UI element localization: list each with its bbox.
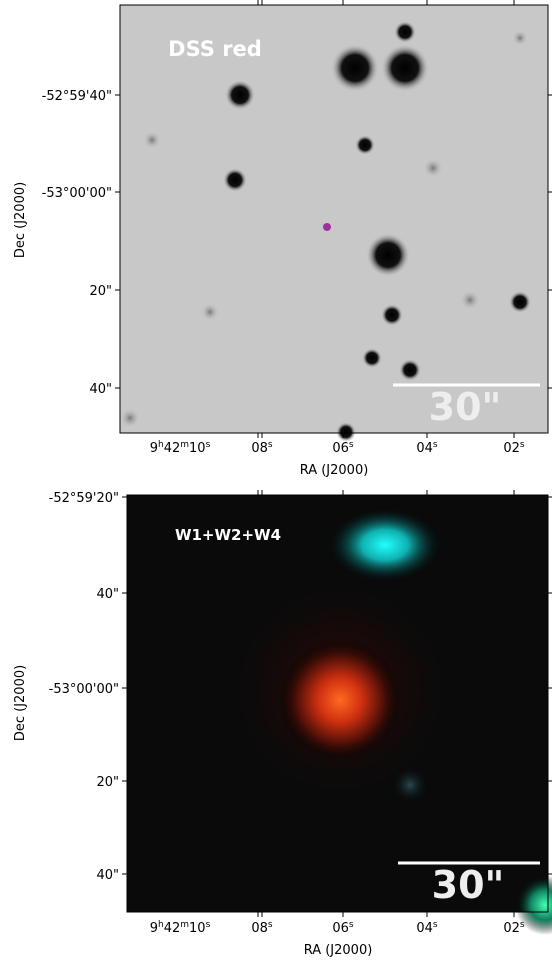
- y-axis-label: Dec (J2000): [13, 665, 28, 741]
- tick-part: s: [206, 440, 211, 450]
- tick-part: 06: [332, 921, 349, 936]
- tick-part: h: [158, 440, 164, 450]
- x-axis-label: RA (J2000): [304, 943, 373, 958]
- y-tick-label: -52°59'40": [42, 89, 112, 104]
- scale-label: 30": [429, 385, 502, 429]
- wise-image: [127, 495, 552, 935]
- tick-part: 02: [503, 921, 520, 936]
- y-tick-label: 20": [89, 284, 112, 299]
- x-tick-label: 04s: [416, 440, 438, 456]
- y-tick-label: 40": [96, 868, 119, 883]
- tick-part: s: [268, 440, 273, 450]
- tick-part: 10: [189, 921, 206, 936]
- y-tick-label: -53°00'00": [42, 186, 112, 201]
- tick-part: s: [433, 440, 438, 450]
- tick-part: s: [349, 920, 354, 930]
- panel-label: W1+W2+W4: [175, 526, 281, 544]
- x-tick-label: 08s: [251, 440, 273, 456]
- tick-part: m: [180, 920, 189, 930]
- tick-part: s: [349, 440, 354, 450]
- tick-part: s: [268, 920, 273, 930]
- x-tick-label: 06s: [332, 920, 354, 936]
- tick-part: s: [520, 920, 525, 930]
- tick-part: h: [158, 920, 164, 930]
- tick-part: 02: [503, 441, 520, 456]
- tick-part: 9: [150, 441, 158, 456]
- y-tick-label: 20": [96, 775, 119, 790]
- y-tick-label: 40": [96, 587, 119, 602]
- tick-part: 08: [251, 921, 268, 936]
- tick-part: 9: [150, 921, 158, 936]
- x-tick-label: 04s: [416, 920, 438, 936]
- tick-part: 42: [164, 441, 181, 456]
- tick-part: 10: [189, 441, 206, 456]
- y-tick-label: 40": [89, 382, 112, 397]
- y-tick-label: -53°00'00": [49, 682, 119, 697]
- x-tick-label: 02s: [503, 920, 525, 936]
- tick-part: 08: [251, 441, 268, 456]
- tick-part: s: [206, 920, 211, 930]
- x-tick-label: 08s: [251, 920, 273, 936]
- x-axis-label: RA (J2000): [300, 463, 369, 478]
- panel-label: DSS red: [168, 37, 262, 61]
- tick-part: 04: [416, 921, 433, 936]
- scale-bars: [393, 383, 540, 865]
- tick-part: s: [433, 920, 438, 930]
- x-tick-label: 9h42m10s: [150, 920, 211, 936]
- x-tick-label: 06s: [332, 440, 354, 456]
- tick-part: m: [180, 440, 189, 450]
- x-tick-label: 02s: [503, 440, 525, 456]
- x-tick-label: 9h42m10s: [150, 440, 211, 456]
- y-axis-label: Dec (J2000): [13, 182, 28, 258]
- frames: [119, 4, 549, 913]
- scale-label: 30": [432, 863, 505, 907]
- tick-part: 06: [332, 441, 349, 456]
- tick-part: 04: [416, 441, 433, 456]
- tick-part: s: [520, 440, 525, 450]
- dss-image: [120, 5, 548, 442]
- y-tick-label: -52°59'20": [49, 491, 119, 506]
- tick-part: 42: [164, 921, 181, 936]
